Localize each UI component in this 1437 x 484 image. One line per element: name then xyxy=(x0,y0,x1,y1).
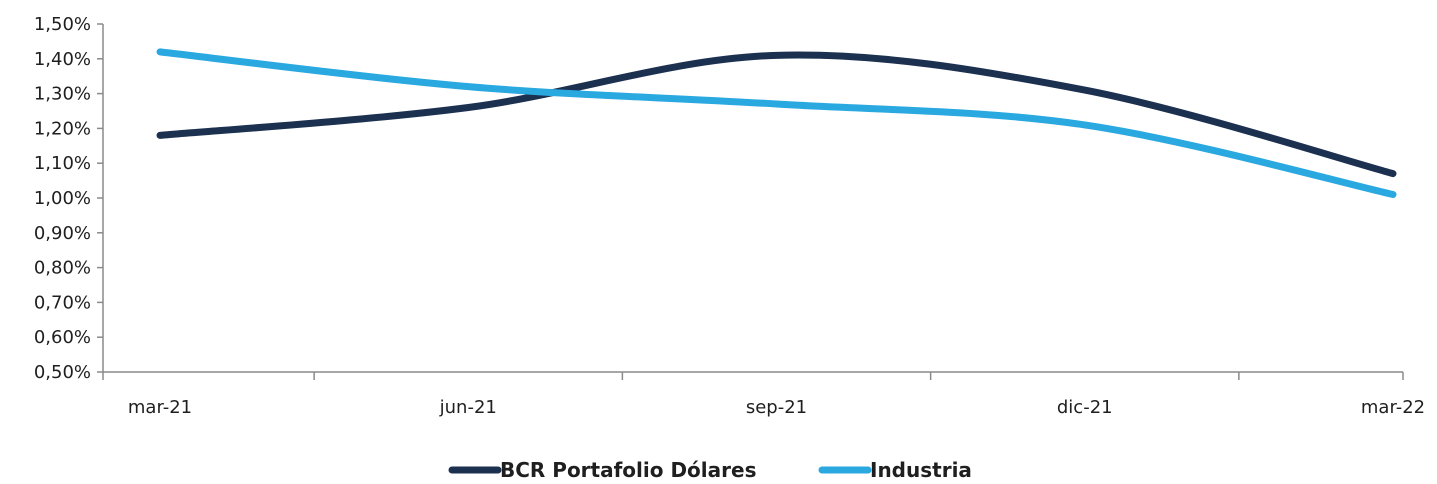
y-tick-label: 0,80% xyxy=(34,258,91,279)
y-axis: 0,50% 0,60% 0,70% 0,80% 0,90% 1,00% 1,10% 1,20%… xyxy=(34,14,104,383)
y-tick-label: 1,50% xyxy=(34,14,91,35)
y-tick-label: 1,20% xyxy=(34,118,91,139)
x-tick-label: jun-21 xyxy=(439,397,497,418)
y-tick-label: 1,00% xyxy=(34,188,91,209)
legend-label: Industria xyxy=(870,458,972,482)
legend: BCR Portafolio Dólares Industria xyxy=(448,458,972,482)
x-tick-label: sep-21 xyxy=(746,397,807,418)
y-tick-label: 0,60% xyxy=(34,327,91,348)
x-tick-label: mar-22 xyxy=(1361,397,1425,418)
y-tick-label: 0,90% xyxy=(34,223,91,244)
x-tick-label: dic-21 xyxy=(1057,397,1113,418)
y-tick-label: 1,40% xyxy=(34,49,91,70)
series-line-bcr-portafolio-dolares xyxy=(156,51,1397,178)
y-tick-label: 0,50% xyxy=(34,362,91,383)
x-axis: mar-21 jun-21 sep-21 dic-21 mar-22 xyxy=(102,371,1425,418)
y-tick-label: 1,10% xyxy=(34,153,91,174)
y-tick-label: 1,30% xyxy=(34,84,91,105)
x-tick-label: mar-21 xyxy=(128,397,192,418)
series-line-industria xyxy=(156,48,1397,199)
series-lines xyxy=(156,48,1397,199)
legend-label: BCR Portafolio Dólares xyxy=(500,458,756,482)
y-tick-label: 0,70% xyxy=(34,292,91,313)
